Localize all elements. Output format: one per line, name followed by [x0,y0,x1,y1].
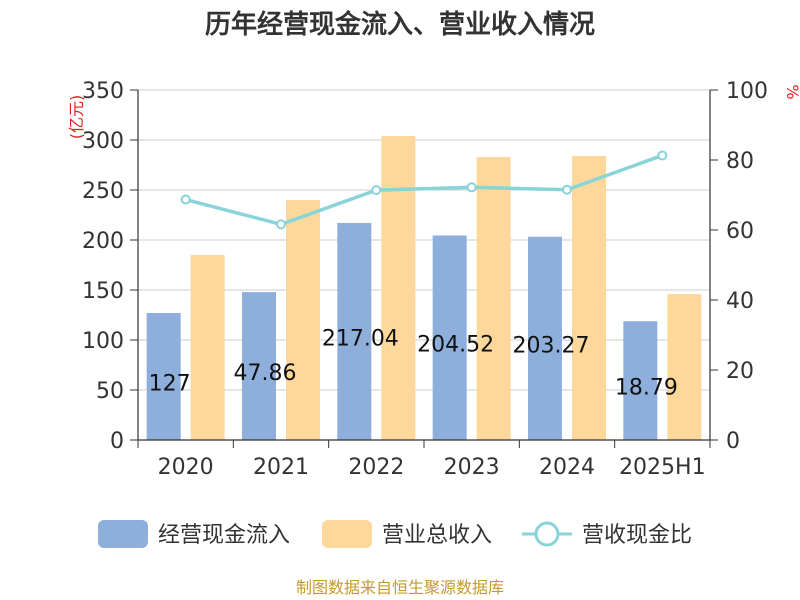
legend-swatch-marker [534,521,560,547]
bar-revenue-5 [667,294,702,440]
data-label-5: 18.79 [615,376,678,401]
right-tick-label-4: 80 [726,149,754,174]
ratio-line-path [185,153,663,227]
right-tick-label-3: 60 [726,219,754,244]
bar-revenue-1 [286,200,320,440]
ratio-point-3 [466,182,477,193]
ratio-line [180,150,668,230]
axes: 0 50 100 150 200 250 300 350 0 20 40 60 80 100 2020 202… [82,79,768,480]
bar-cash-inflow-2 [337,222,372,440]
left-tick-label-4: 200 [82,229,124,254]
bar-cash-inflow-4 [528,236,562,440]
data-labels: 127 47.86 217.04 204.52 203.27 18.79 [149,326,678,400]
bar-cash-inflow-3 [432,235,467,440]
x-tick-label-4: 2024 [539,455,595,480]
left-tick-label-2: 100 [82,329,124,354]
left-axis-unit: (亿元) [67,95,86,140]
bars [146,136,702,440]
data-label-3: 204.52 [417,333,494,358]
left-tick-label-6: 300 [82,129,124,154]
legend: 经营现金流入 营业总收入 营收现金比 [98,520,692,548]
chart-title: 历年经营现金流入、营业收入情况 [205,9,595,40]
legend-swatch-1 [322,520,372,548]
ratio-point-0 [180,194,191,205]
bar-cash-inflow-5 [623,321,658,440]
x-tick-label-5: 2025H1 [619,455,706,480]
source-note: 制图数据来自恒生聚源数据库 [296,578,504,597]
x-tick-label-2: 2022 [348,455,404,480]
bar-cash-inflow-1 [242,292,276,440]
right-tick-label-0: 0 [726,429,740,454]
right-tick-label-5: 100 [726,79,768,104]
ratio-point-4 [562,184,572,195]
data-label-1: 47.86 [234,361,297,386]
ratio-point-1 [276,219,286,230]
ratio-point-2 [371,185,382,196]
data-label-4: 203.27 [513,333,590,358]
x-tick-label-3: 2023 [444,455,500,480]
right-axis-unit: % [783,84,800,99]
right-tick-label-1: 20 [726,359,754,384]
legend-label-1: 营业总收入 [382,523,492,548]
bar-cash-inflow-0 [146,313,181,440]
left-tick-label-0: 0 [110,429,124,454]
x-tick-label-1: 2021 [253,455,309,480]
bar-revenue-4 [572,156,606,440]
bar-revenue-0 [190,255,225,440]
legend-label-2: 营收现金比 [582,523,692,548]
bar-revenue-2 [381,136,416,440]
x-tick-label-0: 2020 [158,455,214,480]
left-tick-label-7: 350 [82,79,124,104]
legend-swatch-0 [98,520,148,548]
left-tick-label-3: 150 [82,279,124,304]
data-label-0: 127 [149,372,191,397]
left-tick-label-1: 50 [96,379,124,404]
ratio-point-5 [657,150,668,161]
right-tick-label-2: 40 [726,289,754,314]
left-tick-label-5: 250 [82,179,124,204]
data-label-2: 217.04 [322,326,399,351]
legend-label-0: 经营现金流入 [158,523,290,548]
bar-revenue-3 [476,157,511,440]
